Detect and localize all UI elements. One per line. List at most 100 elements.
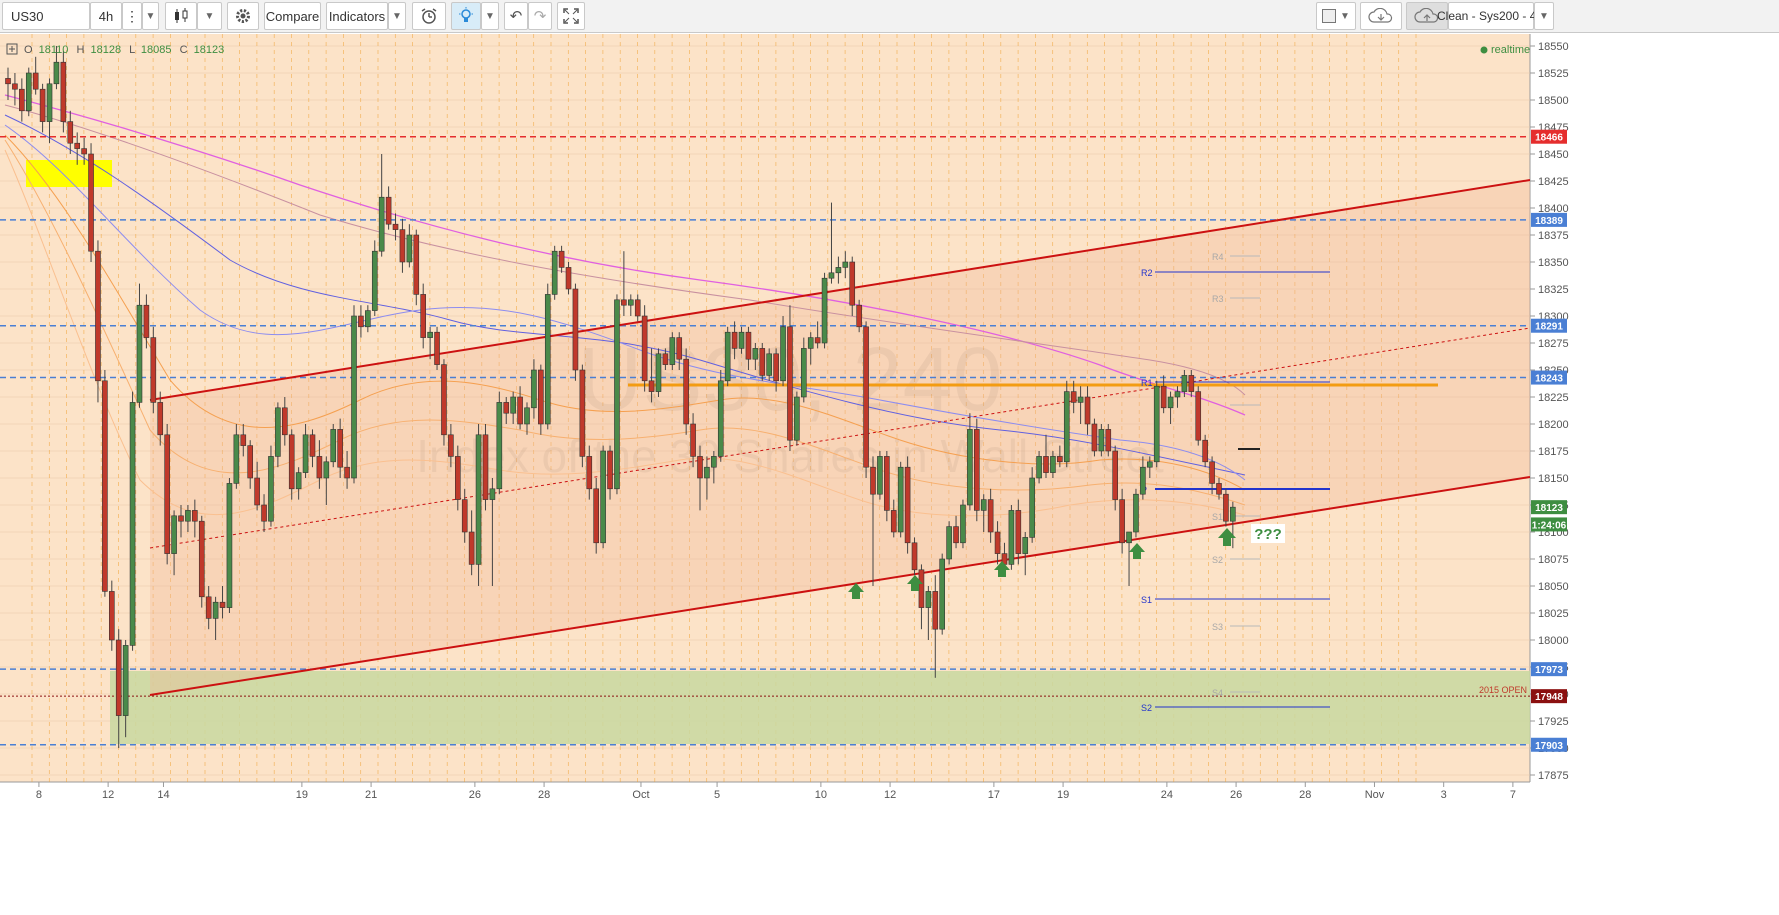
time-axis-label: 7 <box>1510 789 1516 801</box>
ideas-dropdown-button[interactable]: ▼ <box>481 2 499 30</box>
candle-body-bull <box>406 234 413 263</box>
time-axis-label: 21 <box>365 789 377 801</box>
candle-body-bull <box>1050 456 1056 473</box>
price-tag-label: 18243 <box>1535 374 1563 385</box>
price-axis-label: 18050 <box>1538 581 1569 593</box>
candle-body-bear <box>468 531 475 565</box>
candle-body-bear <box>247 445 253 479</box>
indicators-button[interactable]: Indicators <box>326 2 388 30</box>
channel-mid-line <box>149 327 1531 549</box>
candle-body-bull <box>489 488 496 500</box>
realtime-dot-icon <box>1480 46 1488 54</box>
candle-body-bull <box>614 299 620 490</box>
candle-body-bull <box>766 353 773 376</box>
pivot-r2-label: R2 <box>1141 268 1153 278</box>
price-tag-label: 18291 <box>1535 322 1563 333</box>
pivot-r1-label: R1 <box>1141 378 1153 388</box>
time-axis[interactable]: 8 12 14 19 21 26 28 Oct 5 10 12 17 19 24 26 28 Nov 3 7 <box>36 782 1516 801</box>
chart-area[interactable]: US30, 240 Index of the 30 Shares in Wall… <box>0 34 1779 910</box>
chart-background <box>0 34 1530 782</box>
symbol-search-input[interactable]: US30 <box>2 2 90 30</box>
chevron-down-icon: ▼ <box>145 10 156 22</box>
settings-button[interactable] <box>227 2 259 30</box>
candle-body-bull <box>275 407 281 457</box>
layout-dropdown-button[interactable]: ▼ <box>1534 2 1554 30</box>
candle-body-bear <box>178 515 184 522</box>
price-tag-box <box>1531 370 1567 385</box>
interval-menu-button[interactable]: ⋮ <box>122 2 142 30</box>
candle-body-bull <box>1098 429 1105 452</box>
chart-style-button[interactable] <box>165 2 197 30</box>
interval-dropdown-button[interactable]: ▼ <box>142 2 159 30</box>
time-axis-label: 26 <box>1230 789 1242 801</box>
layout-name-button[interactable]: Clean - Sys200 - 4H <box>1437 2 1545 30</box>
candle-body-bull <box>669 337 676 365</box>
candle-body-bear <box>281 407 288 436</box>
square-icon <box>1322 9 1337 23</box>
candle-body-bear <box>1070 391 1077 403</box>
load-layout-button[interactable] <box>1360 2 1402 30</box>
price-axis-label: 18225 <box>1538 392 1569 404</box>
pivot-r4-label: R4 <box>1212 252 1224 262</box>
time-axis-label: 26 <box>469 789 481 801</box>
candle-body-bull <box>1133 493 1139 533</box>
candlestick-icon <box>175 8 188 23</box>
candle-body-bear <box>32 72 39 90</box>
compare-button[interactable]: Compare <box>264 2 321 30</box>
candle-body-bull <box>295 472 302 490</box>
time-axis-label: 28 <box>538 789 550 801</box>
candle-body-bull <box>1181 375 1188 392</box>
candle-body-bear <box>454 456 461 500</box>
price-tag-box <box>1531 129 1567 144</box>
chart-style-dropdown-button[interactable]: ▼ <box>197 2 222 30</box>
indicators-dropdown-button[interactable]: ▼ <box>388 2 406 30</box>
legend-toggle-icon[interactable] <box>6 43 18 55</box>
candle-body-bear <box>198 520 205 598</box>
candle-body-bear <box>856 304 862 328</box>
price-chart[interactable]: US30, 240 Index of the 30 Shares in Wall… <box>0 34 1779 910</box>
price-axis-label: 18550 <box>1538 41 1569 53</box>
legend-o-value: 18110 <box>39 44 69 56</box>
ideas-button[interactable] <box>451 2 481 30</box>
candle-body-bear <box>1091 423 1098 452</box>
up-arrow-icon <box>1129 543 1145 559</box>
save-layout-button[interactable] <box>1406 2 1448 30</box>
candle-body-bear <box>5 78 11 85</box>
price-axis-label: 18425 <box>1538 176 1569 188</box>
undo-button[interactable]: ↶ <box>504 2 528 30</box>
candle-body-bull <box>1230 506 1236 522</box>
candle-body-bear <box>337 429 343 468</box>
candle-body-bull <box>717 380 724 457</box>
price-axis-label: 17875 <box>1538 770 1569 782</box>
candle-body-bear <box>240 434 247 446</box>
candle-body-bear <box>593 488 600 544</box>
price-tag-box <box>1531 517 1567 532</box>
fullscreen-icon <box>563 8 579 24</box>
chevron-down-icon: ▼ <box>485 10 495 22</box>
interval-button[interactable]: 4h <box>90 2 122 30</box>
candle-body-bull <box>25 72 32 112</box>
drawing-square-button[interactable]: ▼ <box>1316 2 1356 30</box>
candle-body-bull <box>226 483 233 608</box>
candle-body-bear <box>482 434 489 500</box>
candle-body-bear <box>607 450 613 490</box>
more-vertical-icon: ⋮ <box>125 7 139 24</box>
time-axis-label: 12 <box>884 789 896 801</box>
fullscreen-button[interactable] <box>557 2 585 30</box>
candle-body-bear <box>60 61 67 122</box>
yellow-highlight-zone <box>26 160 112 187</box>
candle-body-bear <box>88 153 94 252</box>
price-axis-label: 18350 <box>1538 257 1569 269</box>
candle-body-bull <box>323 461 330 479</box>
alert-button[interactable] <box>412 2 446 30</box>
pivot-s1-label: S1 <box>1212 512 1223 522</box>
up-arrow-icon <box>994 561 1010 577</box>
candle-body-bear <box>973 429 980 511</box>
candle-body-bear <box>1160 385 1167 409</box>
redo-button[interactable]: ↷ <box>528 2 552 30</box>
chevron-down-icon: ▼ <box>1340 10 1350 22</box>
candle-body-bear <box>448 434 454 457</box>
candle-body-bull <box>821 277 828 344</box>
price-tag-label: 17948 <box>1535 692 1563 703</box>
candle-body-bear <box>918 569 925 608</box>
